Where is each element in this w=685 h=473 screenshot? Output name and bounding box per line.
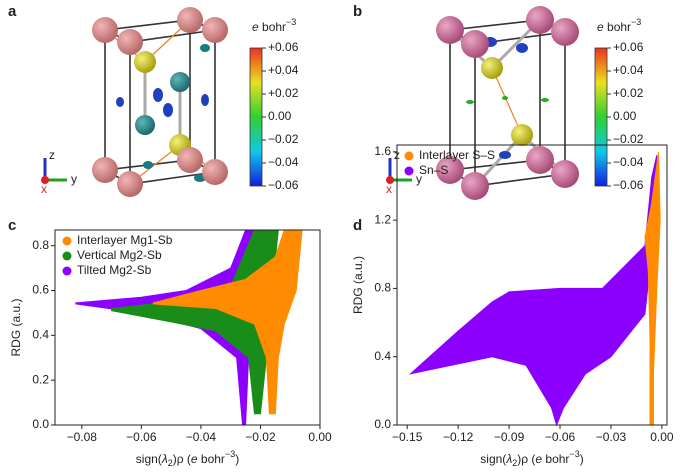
panel-label: d <box>353 217 362 234</box>
legend-label: Sn–S <box>419 163 448 177</box>
point-cloud <box>111 229 279 415</box>
x-tick-label: −0.03 <box>596 430 627 444</box>
point-cloud <box>408 155 658 427</box>
x-axis-label-part: bohr <box>198 452 225 466</box>
x-axis-label-part: bohr <box>542 452 569 466</box>
x-tick-label: −0.08 <box>67 430 98 444</box>
point-cloud <box>644 151 661 426</box>
y-tick-label: 0.0 <box>374 417 391 431</box>
plot-frame <box>396 144 668 426</box>
x-axis-label-part: sign( <box>136 452 162 466</box>
colorbar-title: e bohr−3 <box>252 17 296 34</box>
legend-label: Interlayer Mg1-Sb <box>77 233 173 247</box>
colorbar-tick-label: −0.04 <box>268 155 299 169</box>
y-axis-label: RDG (a.u.) <box>9 298 23 356</box>
unit-symbol: e <box>252 20 259 34</box>
legend-swatch <box>404 151 414 161</box>
unit: bohr <box>259 20 286 34</box>
panel-label: a <box>8 3 17 20</box>
x-axis-label-part: ) <box>580 452 584 466</box>
colorbar-tick-label: −0.02 <box>613 132 644 146</box>
unit-symbol: e <box>597 20 604 34</box>
x-axis-label-part: 2 <box>168 458 173 468</box>
x-axis-label-part: −3 <box>225 449 235 459</box>
x-axis-label-part: λ <box>505 452 512 466</box>
unit: bohr <box>604 20 631 34</box>
y-tick-label: 0.8 <box>32 238 49 252</box>
colorbar-tick-label: +0.04 <box>613 63 644 77</box>
x-tick-label: −0.02 <box>245 430 276 444</box>
x-axis-label-part: ρ ( <box>521 452 535 466</box>
x-tick-label: −0.15 <box>392 430 423 444</box>
panel-label: c <box>8 217 16 234</box>
y-tick-label: 0.6 <box>32 283 49 297</box>
x-axis-label-part: ) <box>517 452 521 466</box>
axis-origin <box>386 176 394 184</box>
colorbar-title: e bohr−3 <box>597 17 641 34</box>
colorbar-tick-label: 0.00 <box>613 109 637 123</box>
x-tick-label: 0.00 <box>650 430 674 444</box>
y-tick-label: 1.6 <box>374 144 391 158</box>
unit-exponent: −3 <box>631 17 641 27</box>
axis-label: y <box>71 172 77 186</box>
x-axis-label-part: e <box>191 452 198 466</box>
x-tick-label: −0.06 <box>545 430 576 444</box>
x-axis-label-part: ) <box>235 452 239 466</box>
colorbar-tick-label: −0.04 <box>613 155 644 169</box>
axis-label: z <box>49 148 55 162</box>
legend-swatch <box>62 266 72 276</box>
legend-swatch <box>62 251 72 261</box>
legend-label: Interlayer S–S <box>419 148 495 162</box>
colorbar-tick-label: +0.06 <box>268 40 299 54</box>
colorbar <box>249 47 263 187</box>
plot-frame <box>54 229 321 426</box>
colorbar-tick-label: +0.04 <box>268 63 299 77</box>
y-tick-label: 1.2 <box>374 212 391 226</box>
colorbar-tick-label: −0.06 <box>268 178 299 192</box>
legend-swatch <box>404 166 414 176</box>
x-axis-label-part: −3 <box>569 449 579 459</box>
unit-exponent: −3 <box>286 17 296 27</box>
colorbar <box>594 47 608 187</box>
y-tick-label: 0.2 <box>32 372 49 386</box>
x-axis-label-part: e <box>535 452 542 466</box>
x-tick-label: −0.12 <box>443 430 474 444</box>
colorbar-tick-label: 0.00 <box>268 109 292 123</box>
colorbar-tick-label: +0.02 <box>613 86 644 100</box>
legend-label: Tilted Mg2-Sb <box>77 263 152 277</box>
colorbar-tick-label: +0.02 <box>268 86 299 100</box>
panel-label: b <box>353 3 362 20</box>
axis-origin <box>41 176 49 184</box>
structure-a <box>92 7 228 197</box>
y-tick-label: 0.0 <box>32 417 49 431</box>
x-axis-label-part: sign( <box>480 452 506 466</box>
legend-label: Vertical Mg2-Sb <box>77 248 162 262</box>
colorbar-tick-label: +0.06 <box>613 40 644 54</box>
axis-label: y <box>416 172 422 186</box>
legend-swatch <box>62 236 72 246</box>
x-axis-label-part: ρ ( <box>177 452 191 466</box>
x-tick-label: −0.04 <box>186 430 217 444</box>
point-cloud <box>152 229 303 415</box>
colorbar-tick-label: −0.02 <box>268 132 299 146</box>
colorbar-tick-label: −0.06 <box>613 178 644 192</box>
x-axis-label: sign(λ2)ρ (e bohr−3) <box>480 449 583 468</box>
x-axis-label: sign(λ2)ρ (e bohr−3) <box>136 449 239 468</box>
y-tick-label: 0.8 <box>374 281 391 295</box>
axis-label: x <box>386 182 392 196</box>
y-tick-label: 0.4 <box>32 328 49 342</box>
structure-b <box>436 6 579 200</box>
y-tick-label: 0.4 <box>374 349 391 363</box>
x-axis-label-part: ) <box>173 452 177 466</box>
x-tick-label: −0.06 <box>126 430 157 444</box>
x-axis-label-part: λ <box>161 452 168 466</box>
x-tick-label: 0.00 <box>308 430 332 444</box>
x-axis-label-part: 2 <box>512 458 517 468</box>
axis-label: x <box>41 182 47 196</box>
x-tick-label: −0.09 <box>494 430 525 444</box>
y-axis-label: RDG (a.u.) <box>351 256 365 314</box>
